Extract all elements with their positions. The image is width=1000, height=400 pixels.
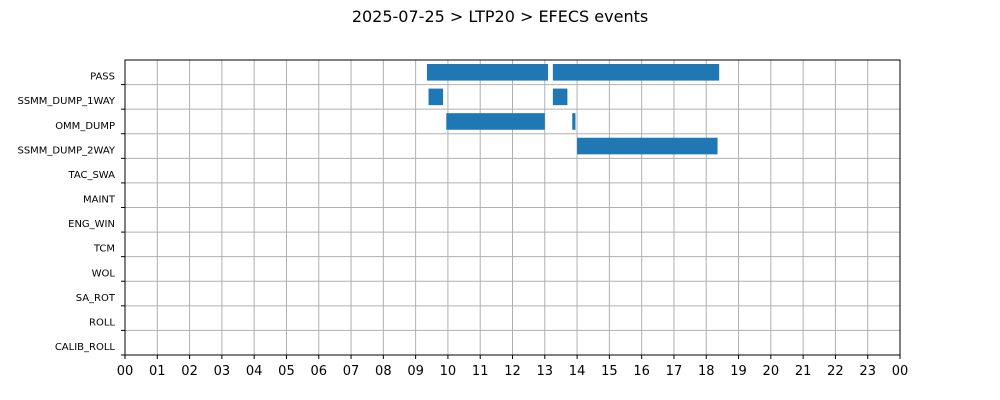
x-tick-label: 03 [214, 364, 231, 379]
event-bar-omm-dump [446, 113, 545, 130]
x-tick-label: 15 [601, 364, 618, 379]
x-tick-label: 06 [310, 364, 327, 379]
y-tick-label: OMM_DUMP [55, 121, 115, 132]
x-tick-label: 13 [537, 364, 554, 379]
x-axis: 00 01 02 03 04 05 06 07 08 09 10 11 12 13 14 15 16 17 18 19… [117, 355, 909, 379]
x-tick-label: 20 [763, 364, 780, 379]
x-tick-label: 10 [440, 364, 457, 379]
y-tick-label: ENG_WIN [68, 219, 115, 230]
x-tick-label: 00 [117, 364, 134, 379]
x-tick-label: 04 [246, 364, 263, 379]
x-tick-label: 21 [795, 364, 812, 379]
x-tick-label: 18 [698, 364, 715, 379]
x-tick-label: 22 [827, 364, 844, 379]
y-tick-label: TCM [93, 244, 115, 255]
y-tick-label: CALIB_ROLL [55, 342, 116, 353]
y-tick-label: SSMM_DUMP_1WAY [17, 96, 115, 107]
x-tick-label: 09 [407, 364, 424, 379]
y-tick-label: ROLL [89, 317, 115, 328]
x-tick-label: 19 [730, 364, 747, 379]
x-tick-label: 16 [633, 364, 650, 379]
chart-title: 2025-07-25 > LTP20 > EFECS events [352, 7, 648, 26]
y-tick-label: WOL [92, 268, 116, 279]
x-tick-label: 01 [149, 364, 166, 379]
y-tick-label: SSMM_DUMP_2WAY [17, 145, 115, 156]
x-tick-label: 11 [472, 364, 489, 379]
x-tick-label: 02 [181, 364, 198, 379]
y-axis: PASS SSMM_DUMP_1WAY OMM_DUMP SSMM_DUMP_2WAY… [17, 72, 125, 356]
event-bar-ssmm-dump-1way [552, 88, 568, 106]
event-bar-omm-dump [572, 113, 576, 130]
grid [124, 60, 901, 356]
event-bar-pass [426, 64, 549, 81]
x-tick-label: 07 [343, 364, 360, 379]
event-bar-pass [552, 64, 720, 81]
x-tick-label: 23 [859, 364, 876, 379]
x-tick-label: 05 [278, 364, 295, 379]
y-tick-label: PASS [90, 72, 115, 83]
y-tick-label: SA_ROT [76, 293, 116, 304]
event-bar-ssmm-dump-1way [428, 88, 444, 106]
x-tick-label: 14 [569, 364, 586, 379]
event-bars [426, 64, 720, 155]
x-tick-label: 08 [375, 364, 392, 379]
x-tick-label: 00 [892, 364, 909, 379]
event-bar-ssmm-dump-2way [577, 137, 718, 155]
x-tick-label: 12 [504, 364, 521, 379]
y-tick-label: MAINT [83, 195, 116, 206]
y-tick-label: TAC_SWA [67, 170, 115, 181]
x-tick-label: 17 [666, 364, 683, 379]
